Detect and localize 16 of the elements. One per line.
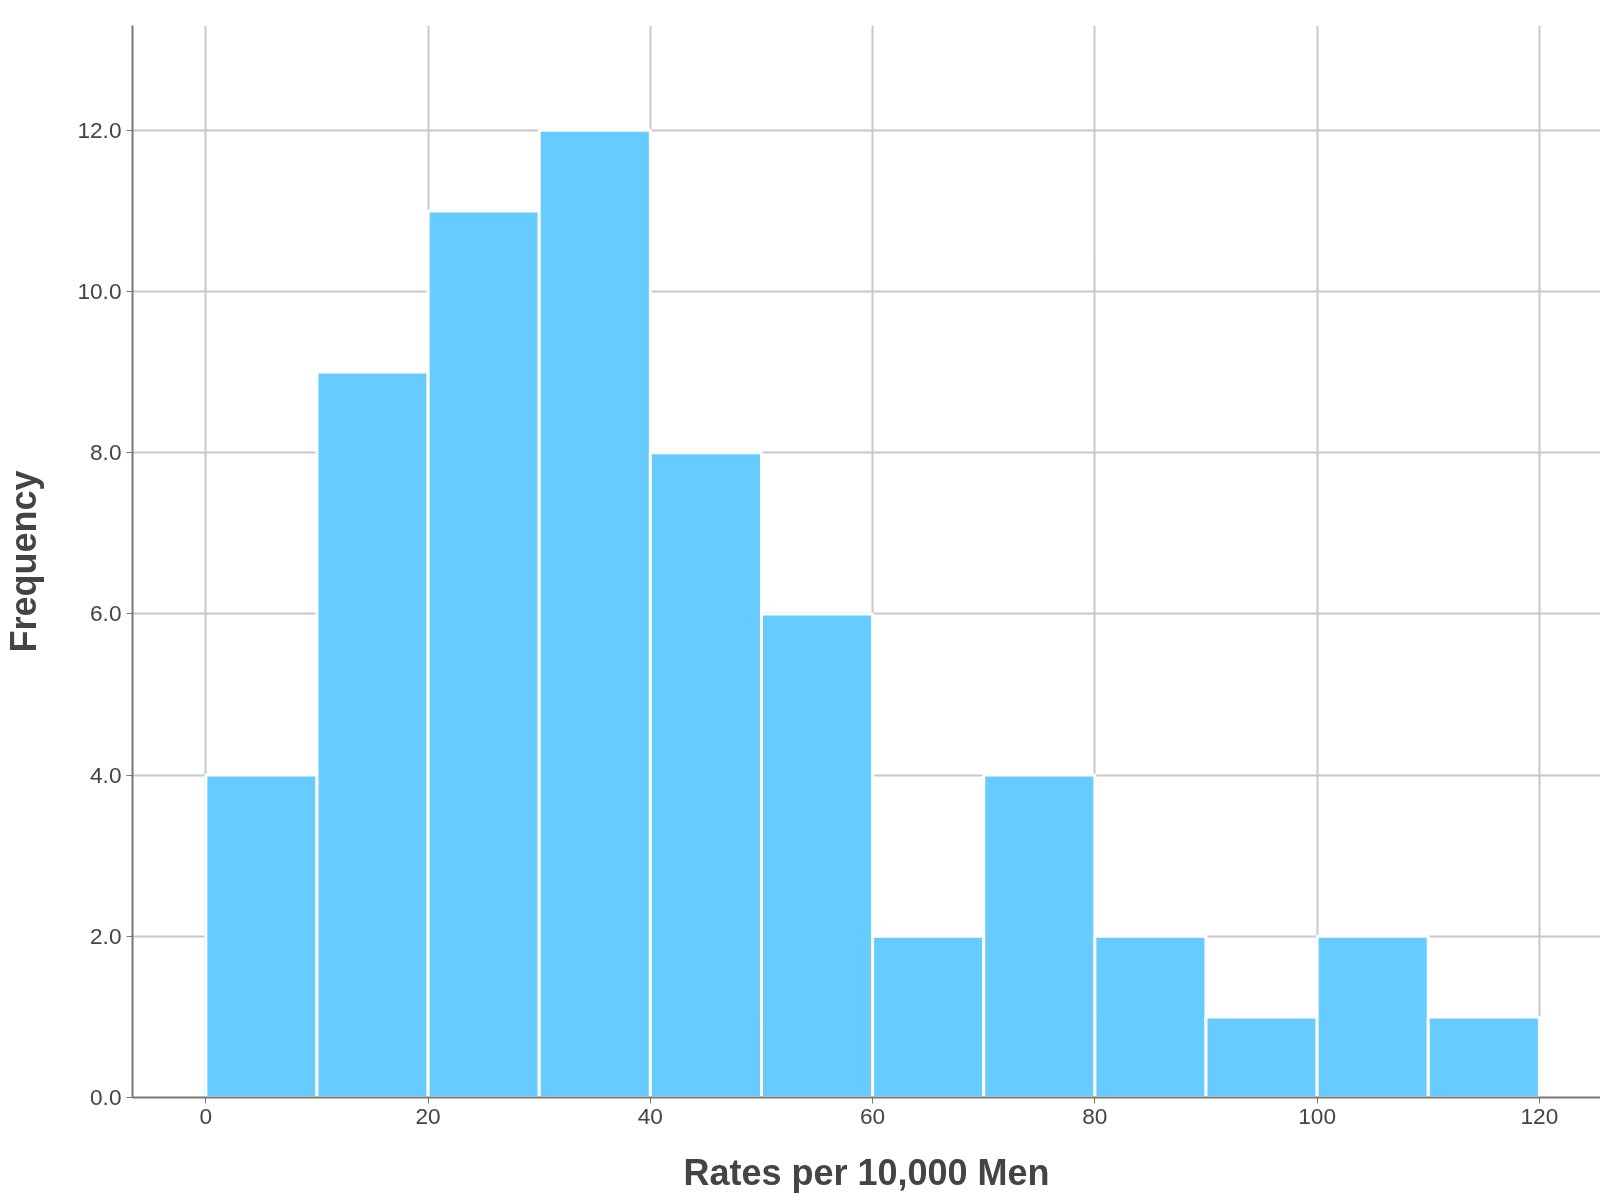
- y-tick-label: 12.0: [77, 116, 122, 143]
- x-tick-label: 60: [860, 1102, 886, 1129]
- x-tick-label: 80: [1082, 1102, 1108, 1129]
- x-tick-label: 0: [199, 1102, 213, 1129]
- y-tick-label: 2.0: [90, 922, 122, 949]
- y-tick-label: 8.0: [90, 439, 122, 466]
- x-tick-label: 40: [637, 1102, 663, 1129]
- y-tick-label: 10.0: [77, 277, 122, 304]
- y-tick-label: 0.0: [90, 1084, 122, 1110]
- x-tick-label: 20: [415, 1102, 441, 1129]
- x-axis-title: Rates per 10,000 Men: [683, 1151, 1050, 1193]
- y-axis-title: Frequency: [3, 470, 45, 653]
- x-tick-label: 120: [1520, 1102, 1559, 1129]
- x-tick-label: 100: [1298, 1102, 1337, 1129]
- y-tick-label: 6.0: [90, 600, 122, 627]
- y-tick-label: 4.0: [90, 761, 122, 788]
